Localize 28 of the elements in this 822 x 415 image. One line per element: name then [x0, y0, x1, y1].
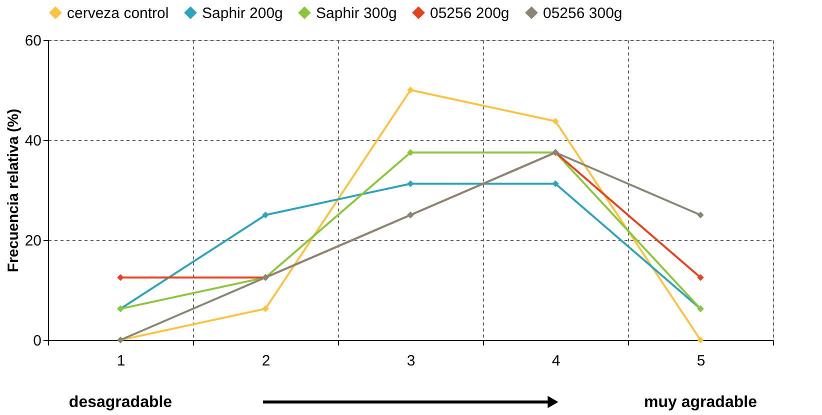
point — [262, 305, 269, 312]
point — [407, 149, 414, 156]
point — [552, 180, 559, 188]
legend-label: 05256 300g — [543, 4, 622, 22]
y-tick-label: 0 — [33, 332, 42, 350]
point — [262, 212, 269, 218]
x-tick-label: 5 — [696, 352, 706, 370]
point — [697, 212, 704, 218]
text: desagradable — [68, 394, 172, 411]
legend-label: 05256 200g — [430, 4, 510, 22]
legend-label: cerveza control — [67, 4, 169, 22]
text: muy agradable — [644, 394, 758, 411]
point — [697, 274, 704, 281]
y-tick-label: 60 — [24, 32, 42, 50]
point — [552, 118, 559, 125]
y-axis-title: Frecuencia relativa (%) — [4, 108, 22, 272]
x-tick-label: 1 — [116, 352, 126, 370]
x-tick-label: 3 — [406, 352, 416, 370]
x-tick-label: 4 — [552, 352, 560, 370]
legend-label: Saphir 300g — [316, 4, 397, 22]
point — [407, 180, 414, 188]
x-tick-label: 2 — [262, 352, 270, 370]
point — [697, 336, 704, 344]
point — [407, 86, 414, 94]
y-tick-label: 20 — [24, 232, 42, 250]
legend-label: Saphir 200g — [202, 4, 283, 22]
y-tick-label: 40 — [24, 132, 42, 150]
point — [117, 274, 124, 281]
